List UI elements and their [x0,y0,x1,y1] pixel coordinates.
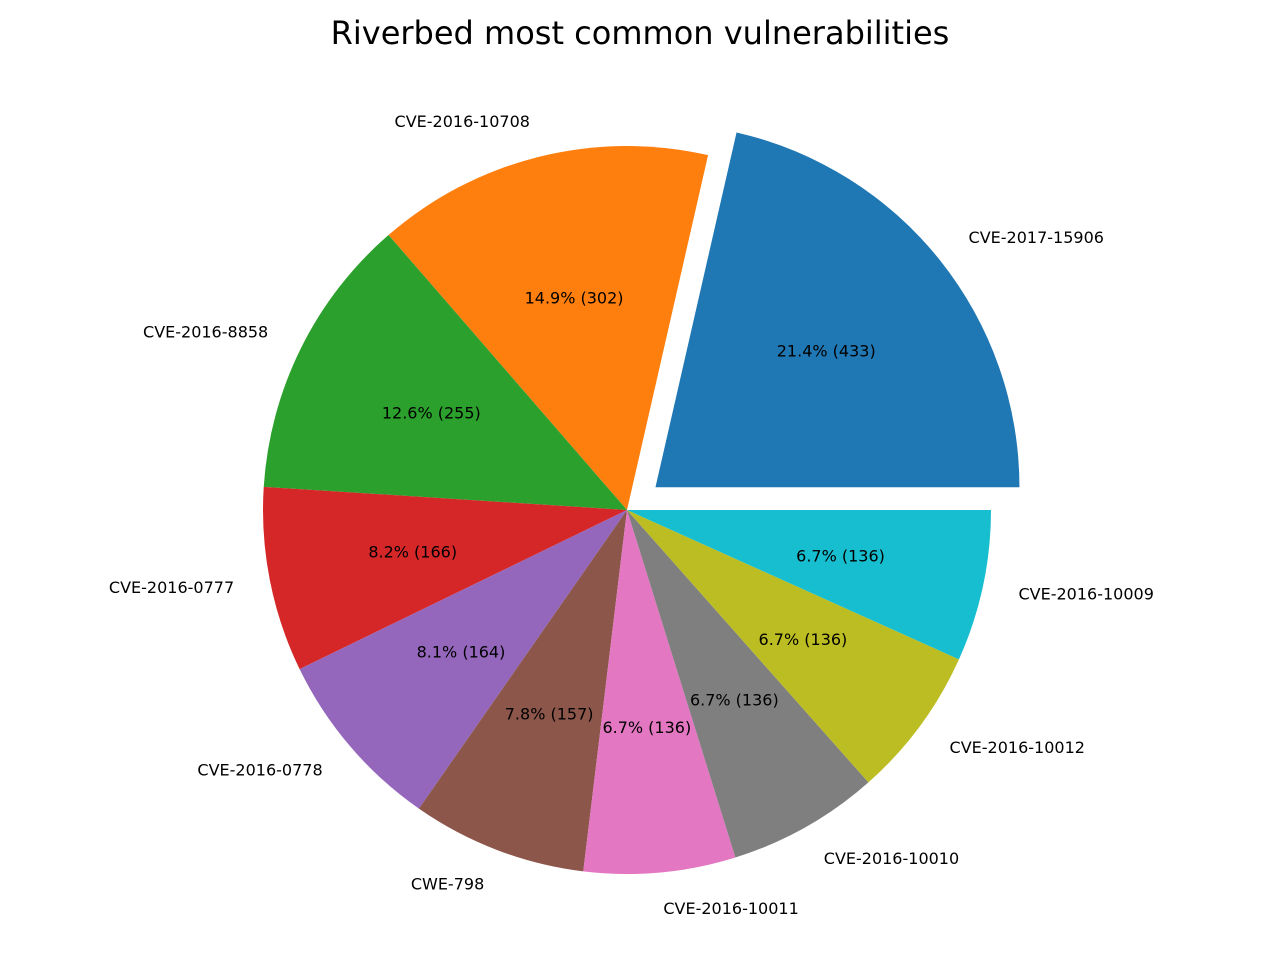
pie-slice-cve-2016-0777 [263,486,627,670]
pie-slice-cve-2016-10009 [627,510,991,660]
pie-slice-cve-2016-0778 [299,510,627,809]
pie-slice-cve-2016-10708 [388,146,709,510]
pct-label-cwe-798: 7.8% (157) [505,705,594,724]
pie-slice-cve-2016-10011 [583,510,736,875]
slice-label-cve-2016-10010: CVE-2016-10010 [824,849,959,868]
slice-label-cve-2016-10011: CVE-2016-10011 [663,899,798,918]
pct-label-cve-2016-10012: 6.7% (136) [759,630,848,649]
slice-label-cwe-798: CWE-798 [411,875,484,894]
slice-label-cve-2016-10708: CVE-2016-10708 [395,112,530,131]
slice-label-cve-2016-10009: CVE-2016-10009 [1018,585,1153,604]
slice-label-cve-2016-0778: CVE-2016-0778 [197,761,322,780]
pie-slice-cwe-798 [418,510,627,872]
slice-label-cve-2017-15906: CVE-2017-15906 [969,228,1104,247]
labels-layer: CVE-2017-15906 21.4% (433) CVE-2016-10708 1… [109,112,1154,918]
slice-label-cve-2016-10012: CVE-2016-10012 [950,738,1085,757]
pct-label-cve-2017-15906: 21.4% (433) [777,342,876,361]
pie-slice-cve-2016-10010 [627,510,869,858]
pie-slice-cve-2016-8858 [263,234,627,510]
pct-label-cve-2016-10009: 6.7% (136) [796,546,885,565]
slices-layer [263,132,1020,875]
pct-label-cve-2016-0778: 8.1% (164) [417,642,506,661]
pie-slice-cve-2016-10012 [627,510,959,783]
chart-title: Riverbed most common vulnerabilities [331,14,950,52]
pct-label-cve-2016-10011: 6.7% (136) [602,718,691,737]
slice-label-cve-2016-0777: CVE-2016-0777 [109,578,234,597]
slice-label-cve-2016-8858: CVE-2016-8858 [143,323,268,342]
pct-label-cve-2016-8858: 12.6% (255) [382,404,481,423]
pie-slice-cve-2017-15906 [655,132,1020,488]
pct-label-cve-2016-0777: 8.2% (166) [368,543,457,562]
pct-label-cve-2016-10708: 14.9% (302) [525,289,624,308]
pct-label-cve-2016-10010: 6.7% (136) [690,691,779,710]
